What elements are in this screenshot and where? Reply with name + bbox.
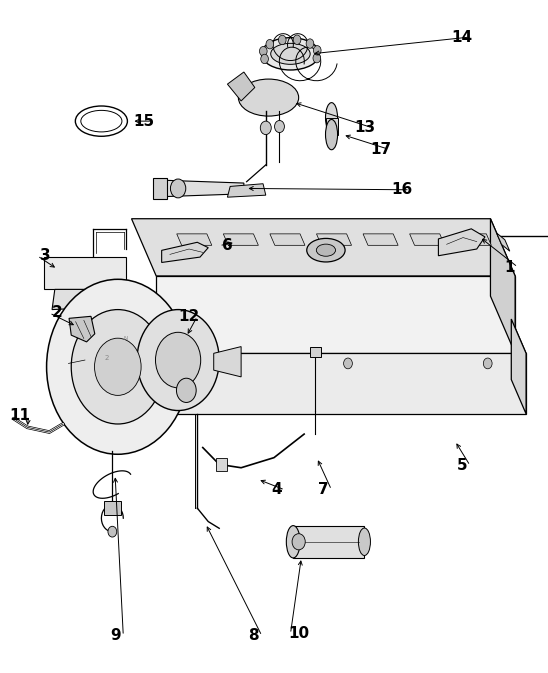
Polygon shape bbox=[410, 234, 445, 246]
Text: 16: 16 bbox=[391, 182, 412, 197]
Circle shape bbox=[137, 310, 219, 411]
Circle shape bbox=[260, 121, 271, 135]
Text: 1: 1 bbox=[504, 260, 515, 275]
Polygon shape bbox=[270, 234, 305, 246]
Text: 6: 6 bbox=[222, 238, 233, 253]
Polygon shape bbox=[104, 501, 121, 515]
Circle shape bbox=[313, 46, 321, 55]
Circle shape bbox=[278, 35, 286, 44]
Polygon shape bbox=[317, 234, 352, 246]
Ellipse shape bbox=[307, 238, 345, 262]
Text: 14: 14 bbox=[452, 30, 472, 44]
Polygon shape bbox=[151, 353, 526, 414]
Circle shape bbox=[156, 332, 201, 388]
Polygon shape bbox=[69, 316, 95, 342]
Circle shape bbox=[47, 279, 189, 454]
Polygon shape bbox=[153, 178, 167, 199]
Text: 13: 13 bbox=[354, 120, 375, 135]
Text: 2: 2 bbox=[52, 306, 63, 320]
Text: 15: 15 bbox=[134, 114, 155, 129]
Polygon shape bbox=[214, 347, 241, 377]
Ellipse shape bbox=[286, 526, 300, 558]
Ellipse shape bbox=[316, 244, 335, 256]
Circle shape bbox=[71, 310, 164, 424]
Polygon shape bbox=[162, 242, 208, 262]
Text: 4: 4 bbox=[271, 483, 282, 497]
Ellipse shape bbox=[326, 120, 338, 150]
Polygon shape bbox=[326, 118, 338, 135]
Text: 17: 17 bbox=[370, 142, 391, 157]
Ellipse shape bbox=[261, 38, 319, 70]
Circle shape bbox=[94, 338, 141, 396]
Text: N: N bbox=[123, 336, 128, 341]
Circle shape bbox=[261, 55, 269, 64]
Circle shape bbox=[259, 46, 267, 56]
Circle shape bbox=[170, 179, 186, 198]
Polygon shape bbox=[227, 184, 266, 197]
Text: 8: 8 bbox=[248, 629, 259, 643]
Polygon shape bbox=[216, 458, 227, 471]
Circle shape bbox=[292, 534, 305, 550]
Polygon shape bbox=[293, 526, 364, 558]
Polygon shape bbox=[363, 234, 398, 246]
Circle shape bbox=[179, 358, 188, 369]
Polygon shape bbox=[223, 234, 259, 246]
Circle shape bbox=[176, 378, 196, 402]
Circle shape bbox=[293, 35, 301, 44]
Circle shape bbox=[266, 40, 273, 49]
Text: 9: 9 bbox=[110, 629, 121, 643]
Polygon shape bbox=[136, 319, 526, 353]
Text: 2: 2 bbox=[105, 355, 109, 361]
Polygon shape bbox=[456, 234, 492, 246]
Circle shape bbox=[344, 358, 352, 369]
Polygon shape bbox=[310, 347, 321, 357]
Polygon shape bbox=[227, 72, 255, 101]
Circle shape bbox=[306, 39, 314, 48]
Polygon shape bbox=[438, 229, 485, 256]
Ellipse shape bbox=[271, 43, 310, 65]
Text: 12: 12 bbox=[179, 309, 199, 324]
Circle shape bbox=[275, 120, 284, 133]
Ellipse shape bbox=[326, 102, 338, 133]
Circle shape bbox=[483, 358, 492, 369]
Text: 5: 5 bbox=[456, 458, 467, 473]
Polygon shape bbox=[52, 289, 123, 310]
Polygon shape bbox=[156, 276, 515, 353]
Polygon shape bbox=[511, 319, 526, 414]
Polygon shape bbox=[44, 257, 126, 289]
Text: 10: 10 bbox=[288, 627, 309, 641]
Ellipse shape bbox=[358, 528, 370, 555]
Polygon shape bbox=[490, 219, 515, 353]
Ellipse shape bbox=[238, 79, 299, 116]
Circle shape bbox=[108, 526, 117, 537]
Polygon shape bbox=[496, 233, 510, 251]
Polygon shape bbox=[176, 234, 212, 246]
Text: 11: 11 bbox=[10, 409, 31, 423]
Text: 3: 3 bbox=[40, 248, 51, 263]
Polygon shape bbox=[132, 219, 515, 276]
Circle shape bbox=[313, 53, 321, 63]
Text: 7: 7 bbox=[318, 483, 329, 497]
Polygon shape bbox=[167, 180, 244, 197]
